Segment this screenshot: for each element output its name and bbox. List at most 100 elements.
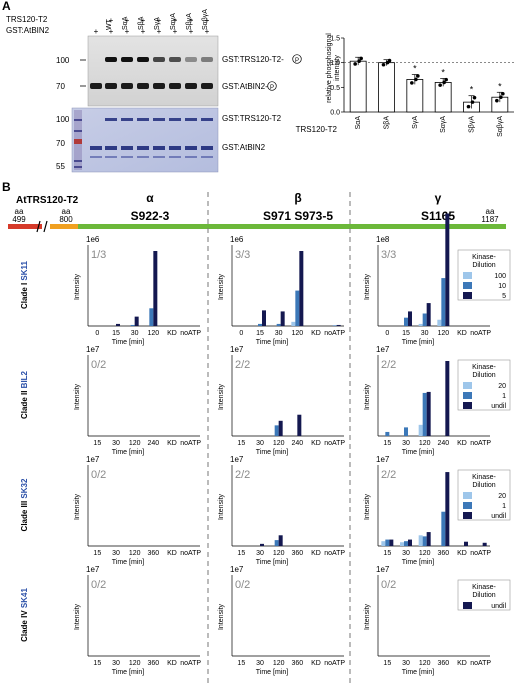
lane-sign-bin: + <box>173 27 178 36</box>
chart-a-point <box>353 62 357 66</box>
autorad-band-trs <box>137 57 149 62</box>
x-tick-label: 0 <box>385 330 389 337</box>
chart-a-point <box>470 100 475 104</box>
mw-70-auto: 70 <box>56 82 65 91</box>
legend-swatch <box>463 272 472 279</box>
coom-band-low <box>153 156 165 158</box>
x-tick-label: KD <box>311 660 321 667</box>
legend-entry: 10 <box>498 283 506 290</box>
legend-swatch <box>463 502 472 509</box>
lane-sign-trs: + <box>189 16 194 25</box>
lane-sign-bin: + <box>94 27 99 36</box>
legend-swatch <box>463 602 472 609</box>
x-tick-label: 360 <box>291 550 303 557</box>
intensity-bar <box>445 213 450 326</box>
chart-a-category: SβγA <box>469 116 476 133</box>
intensity-bar <box>482 542 487 546</box>
x-tick-label: 30 <box>275 330 283 337</box>
lane-header: SγA <box>154 17 161 30</box>
aa-start: 499 <box>12 215 26 224</box>
clade-label: Clade II BIL2 <box>20 370 29 419</box>
x-tick-label: KD <box>167 440 177 447</box>
domain-bar-red <box>8 224 42 229</box>
marker-band <box>74 166 82 168</box>
lane-sign-bin: + <box>205 27 210 36</box>
x-tick-label: KD <box>311 550 321 557</box>
axis-exponent: 1e7 <box>230 345 244 354</box>
legend-entry: 20 <box>498 383 506 390</box>
lane-header: SβA <box>138 16 145 30</box>
autoradiograph <box>87 35 219 107</box>
intensity-bar <box>291 321 296 326</box>
intensity-bar <box>426 303 431 326</box>
lane-sign-trs: + <box>173 16 178 25</box>
legend-entry: 100 <box>494 273 506 280</box>
intensity-bar <box>418 323 423 326</box>
detection-fraction: 0/2 <box>235 579 250 591</box>
intensity-label: Intensity <box>74 493 81 520</box>
time-axis-label: Time [min] <box>112 669 144 676</box>
detection-fraction: 2/2 <box>235 359 250 371</box>
x-tick-label: noATP <box>470 550 491 557</box>
intensity-bar <box>445 361 450 436</box>
chart-a-category: SγA <box>412 116 419 129</box>
coom-band-bin <box>90 146 102 150</box>
x-tick-label: 30 <box>112 660 120 667</box>
legend-title: Kinase- <box>472 254 496 261</box>
detection-fraction: 0/2 <box>91 579 106 591</box>
greek-alpha: α <box>146 191 154 205</box>
domain-bar-green <box>78 224 506 229</box>
x-tick-label: KD <box>457 660 467 667</box>
intensity-bar <box>426 391 431 436</box>
domain-bar-orange <box>50 224 78 229</box>
intensity-bar <box>404 541 408 546</box>
site-alpha: S922-3 <box>131 209 170 223</box>
x-tick-label: 120 <box>273 440 285 447</box>
chart-a-point <box>499 95 503 99</box>
coom-band-low <box>185 156 197 158</box>
clade-label: Clade I SK11 <box>20 260 29 309</box>
legend-title: Dilution <box>472 372 495 379</box>
autorad-band-bin <box>153 83 165 89</box>
x-tick-label: 30 <box>131 330 139 337</box>
clade-label: Clade IV SK41 <box>20 588 29 642</box>
axis-exponent: 1e7 <box>376 455 390 464</box>
legend-title: Dilution <box>472 482 495 489</box>
intensity-bar <box>278 420 283 436</box>
coom-band-bin <box>201 146 213 150</box>
x-tick-label: 360 <box>147 660 159 667</box>
chart-a-bar <box>378 62 395 113</box>
axis-exponent: 1e7 <box>86 345 100 354</box>
x-tick-label: 360 <box>437 660 449 667</box>
legend-entry: 20 <box>498 493 506 500</box>
x-tick-label: noATP <box>180 440 201 447</box>
coom-band-trs <box>153 118 165 121</box>
intensity-bar <box>262 310 266 326</box>
intensity-bar <box>258 323 262 326</box>
x-tick-label: 30 <box>402 550 410 557</box>
lane-header: SαγA <box>170 13 177 30</box>
lane-sign-bin: + <box>109 27 114 36</box>
lane-sign-bin: + <box>157 27 162 36</box>
coom-band-bin <box>137 146 149 150</box>
coom-band-trs <box>137 118 149 121</box>
mw-100-auto: 100 <box>56 56 70 65</box>
x-tick-label: 15 <box>402 330 410 337</box>
time-axis-label: Time [min] <box>402 449 434 456</box>
x-tick-label: KD <box>457 330 467 337</box>
x-tick-label: KD <box>311 330 321 337</box>
detection-fraction: 0/2 <box>91 359 106 371</box>
greek-beta: β <box>294 191 301 205</box>
x-tick-label: 120 <box>129 440 141 447</box>
chart-a-point <box>444 77 448 82</box>
aa-end: 1187 <box>481 215 499 224</box>
x-tick-label: 15 <box>256 330 264 337</box>
axis-exponent: 1e7 <box>230 565 244 574</box>
lane-signs: + + + + + + + + + + + + + + + <box>94 16 210 36</box>
intensity-bar <box>295 290 300 326</box>
phospho-mark-trs: P <box>295 58 299 64</box>
detection-fraction: 2/2 <box>235 469 250 481</box>
intensity-label: Intensity <box>74 273 81 300</box>
intensity-label: Intensity <box>218 273 225 300</box>
x-tick-label: 360 <box>291 660 303 667</box>
